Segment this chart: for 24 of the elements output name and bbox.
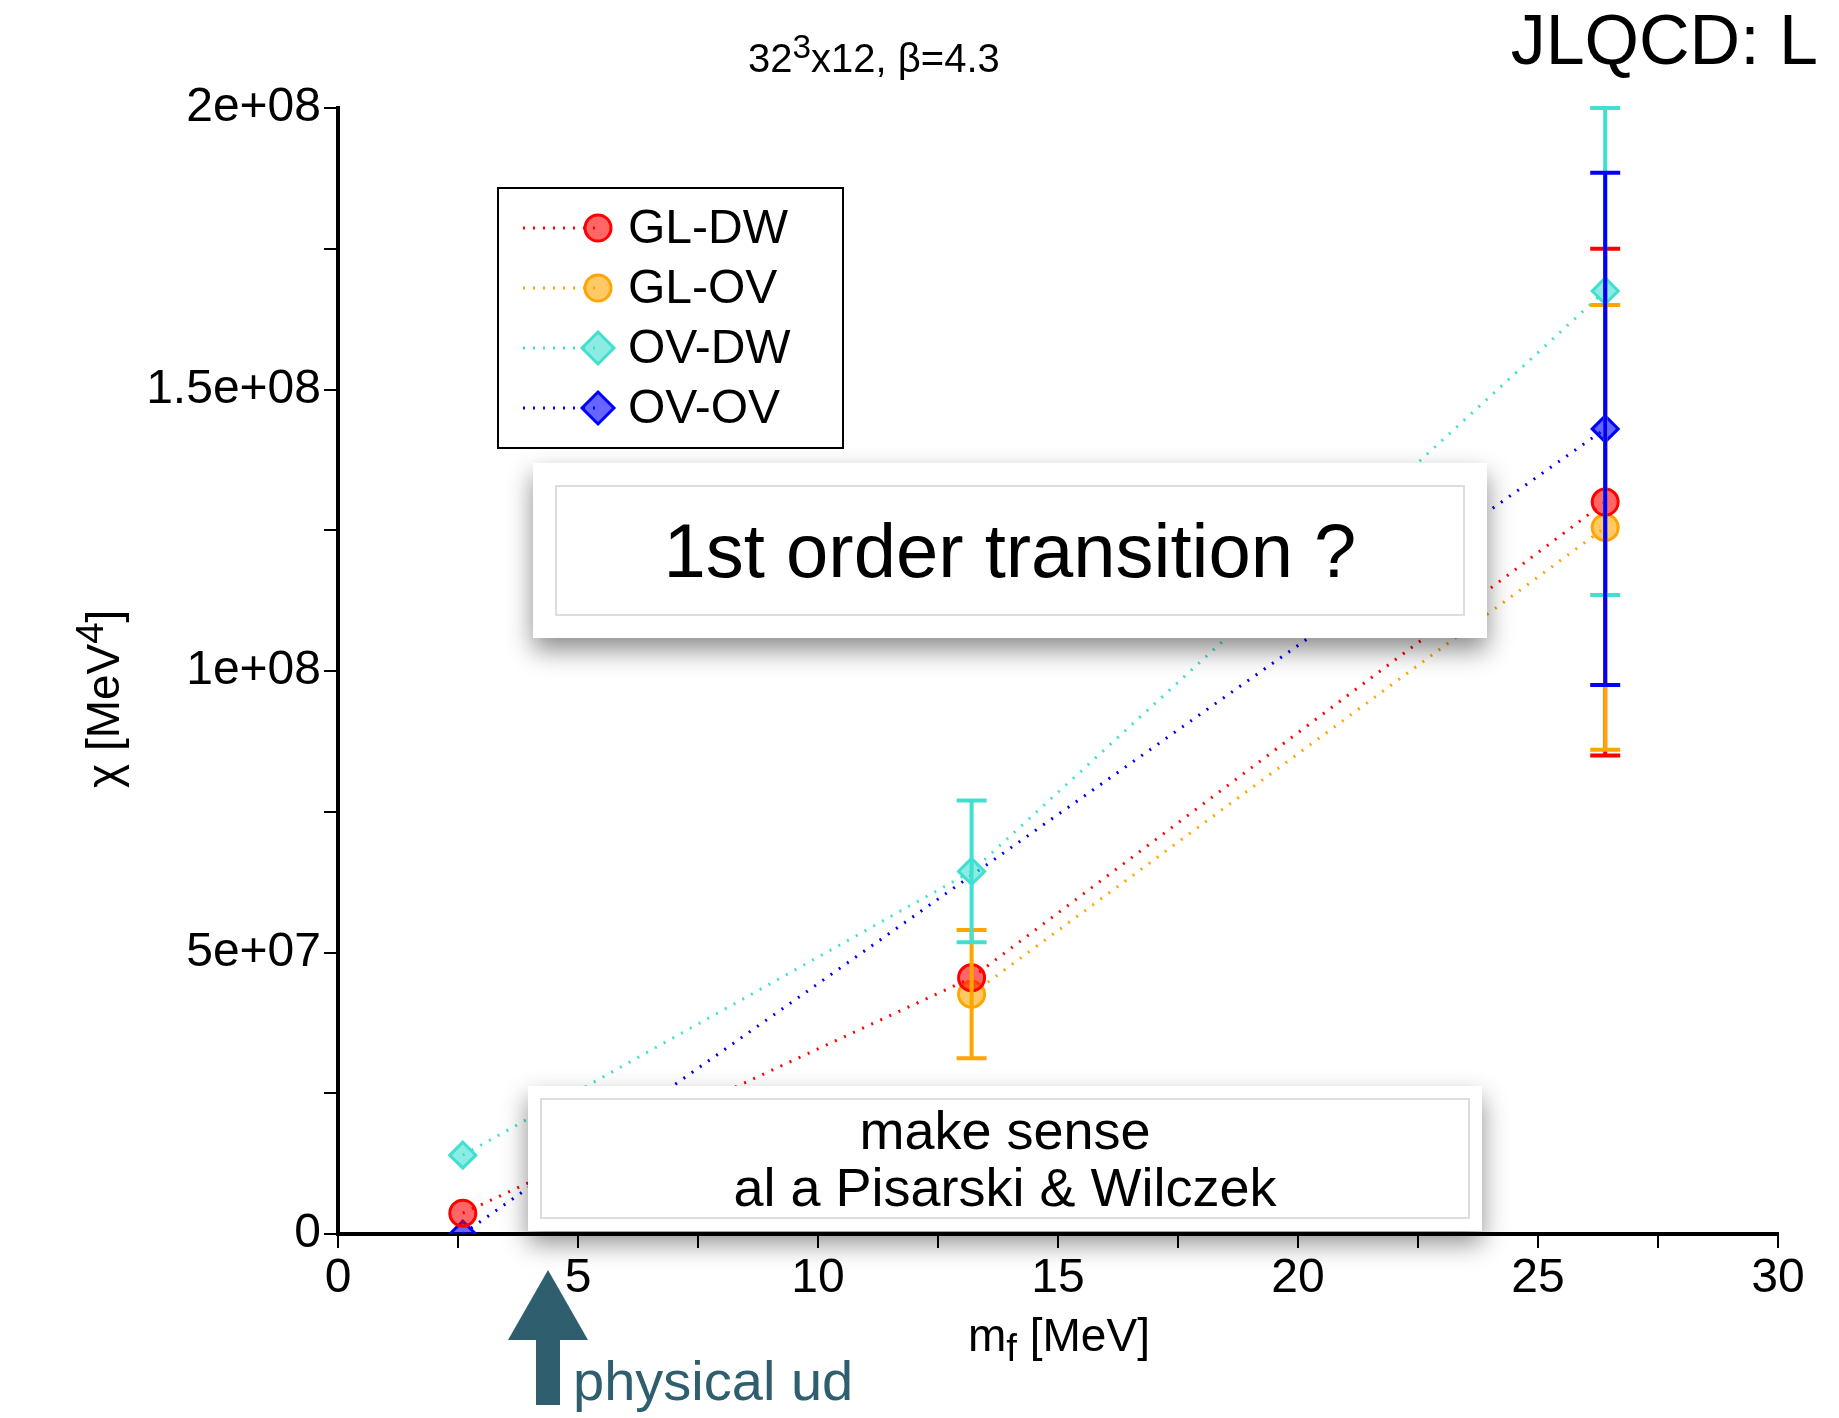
x-axis-title: m$_{f}$ [MeV] <box>968 1308 1150 1371</box>
x-tick-label: 20 <box>1271 1249 1325 1303</box>
text: physical ud <box>573 1348 854 1413</box>
x-tick-label: 30 <box>1751 1249 1805 1303</box>
legend-label: GL-DW <box>628 200 789 254</box>
y-tick-label: 0 <box>294 1204 321 1258</box>
y-tick-label: 1.5e+08 <box>146 359 321 413</box>
annotation: make sense al a Pisarski & Wilczek <box>540 1098 1470 1220</box>
annotation: 1st order transition ? <box>555 485 1465 616</box>
y-tick-label: 5e+07 <box>186 922 321 976</box>
legend-label: GL-OV <box>628 260 778 314</box>
legend-label: OV-DW <box>628 320 792 374</box>
chart-title: 32$^{3}$x12, β=4.3 <box>748 28 1000 82</box>
x-tick-label: 5 <box>564 1249 592 1303</box>
x-tick-label: 15 <box>1031 1249 1085 1303</box>
note-box: 1st order transition ? <box>533 463 1487 638</box>
note-box: make sense al a Pisarski & Wilczek <box>528 1086 1482 1232</box>
point <box>448 1140 478 1170</box>
x-tick-label: 25 <box>1511 1249 1565 1303</box>
text: JLQCD: L <box>1510 0 1818 80</box>
x-tick-label: 10 <box>791 1249 845 1303</box>
legend-label: OV-OV <box>628 380 781 434</box>
y-tick-label: 2e+08 <box>186 78 321 132</box>
y-tick-label: 1e+08 <box>186 641 321 695</box>
